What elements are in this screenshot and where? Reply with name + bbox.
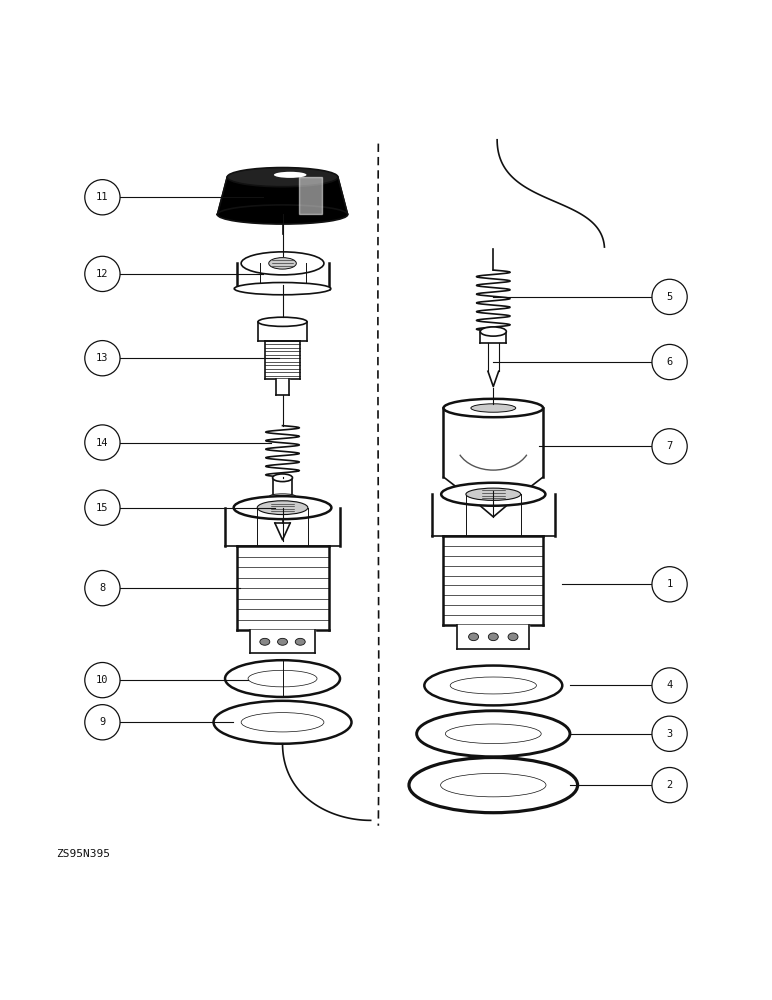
Text: 8: 8 — [100, 583, 106, 593]
Ellipse shape — [260, 638, 269, 645]
Ellipse shape — [248, 670, 317, 687]
Polygon shape — [480, 332, 506, 343]
Text: 12: 12 — [96, 269, 109, 279]
Text: 11: 11 — [96, 192, 109, 202]
Circle shape — [85, 256, 120, 292]
Ellipse shape — [241, 252, 324, 275]
Circle shape — [652, 567, 687, 602]
Text: 1: 1 — [666, 579, 672, 589]
Ellipse shape — [257, 501, 308, 515]
Polygon shape — [488, 343, 499, 371]
Ellipse shape — [469, 633, 479, 641]
Text: 6: 6 — [666, 357, 672, 367]
Circle shape — [85, 705, 120, 740]
Ellipse shape — [278, 638, 287, 645]
Circle shape — [85, 180, 120, 215]
Circle shape — [652, 429, 687, 464]
Ellipse shape — [273, 474, 293, 482]
Polygon shape — [236, 546, 329, 630]
Text: ZS95N395: ZS95N395 — [56, 849, 110, 859]
Polygon shape — [458, 625, 529, 649]
Text: 3: 3 — [666, 729, 672, 739]
Circle shape — [85, 425, 120, 460]
Ellipse shape — [471, 404, 516, 412]
Text: 15: 15 — [96, 503, 109, 513]
Polygon shape — [218, 177, 347, 214]
Circle shape — [652, 716, 687, 751]
Ellipse shape — [274, 172, 306, 178]
Ellipse shape — [295, 638, 305, 645]
Ellipse shape — [241, 713, 324, 732]
Ellipse shape — [269, 258, 296, 269]
Circle shape — [85, 490, 120, 525]
Polygon shape — [273, 478, 293, 496]
Ellipse shape — [218, 205, 347, 224]
Polygon shape — [473, 500, 513, 517]
Polygon shape — [432, 494, 554, 536]
Polygon shape — [443, 536, 543, 625]
Ellipse shape — [409, 758, 577, 813]
Ellipse shape — [508, 633, 518, 641]
Circle shape — [652, 767, 687, 803]
Polygon shape — [276, 379, 289, 395]
Circle shape — [652, 344, 687, 380]
Polygon shape — [275, 523, 290, 540]
Ellipse shape — [480, 327, 506, 336]
Ellipse shape — [417, 711, 570, 757]
Text: 9: 9 — [100, 717, 106, 727]
Text: 7: 7 — [666, 441, 672, 451]
Circle shape — [85, 341, 120, 376]
Ellipse shape — [234, 496, 331, 519]
Circle shape — [652, 279, 687, 315]
Polygon shape — [225, 508, 340, 546]
Ellipse shape — [269, 494, 296, 498]
Ellipse shape — [258, 317, 307, 326]
Ellipse shape — [489, 633, 498, 641]
Circle shape — [652, 668, 687, 703]
Circle shape — [85, 571, 120, 606]
Polygon shape — [443, 408, 543, 477]
Polygon shape — [299, 177, 322, 214]
Polygon shape — [443, 477, 543, 500]
Circle shape — [85, 662, 120, 698]
Ellipse shape — [445, 724, 541, 744]
Polygon shape — [250, 630, 315, 653]
Ellipse shape — [234, 283, 331, 295]
Ellipse shape — [441, 773, 546, 797]
Polygon shape — [265, 341, 300, 379]
Polygon shape — [258, 322, 307, 341]
Polygon shape — [236, 263, 329, 289]
Ellipse shape — [225, 660, 340, 697]
Text: 5: 5 — [666, 292, 672, 302]
Ellipse shape — [450, 677, 537, 694]
Ellipse shape — [466, 488, 520, 500]
Text: 14: 14 — [96, 438, 109, 448]
Text: 4: 4 — [666, 680, 672, 690]
Text: 2: 2 — [666, 780, 672, 790]
Ellipse shape — [214, 701, 351, 744]
Ellipse shape — [443, 399, 543, 417]
Ellipse shape — [441, 483, 546, 506]
Text: 13: 13 — [96, 353, 109, 363]
Ellipse shape — [227, 168, 338, 187]
Ellipse shape — [425, 666, 562, 705]
Text: 10: 10 — [96, 675, 109, 685]
